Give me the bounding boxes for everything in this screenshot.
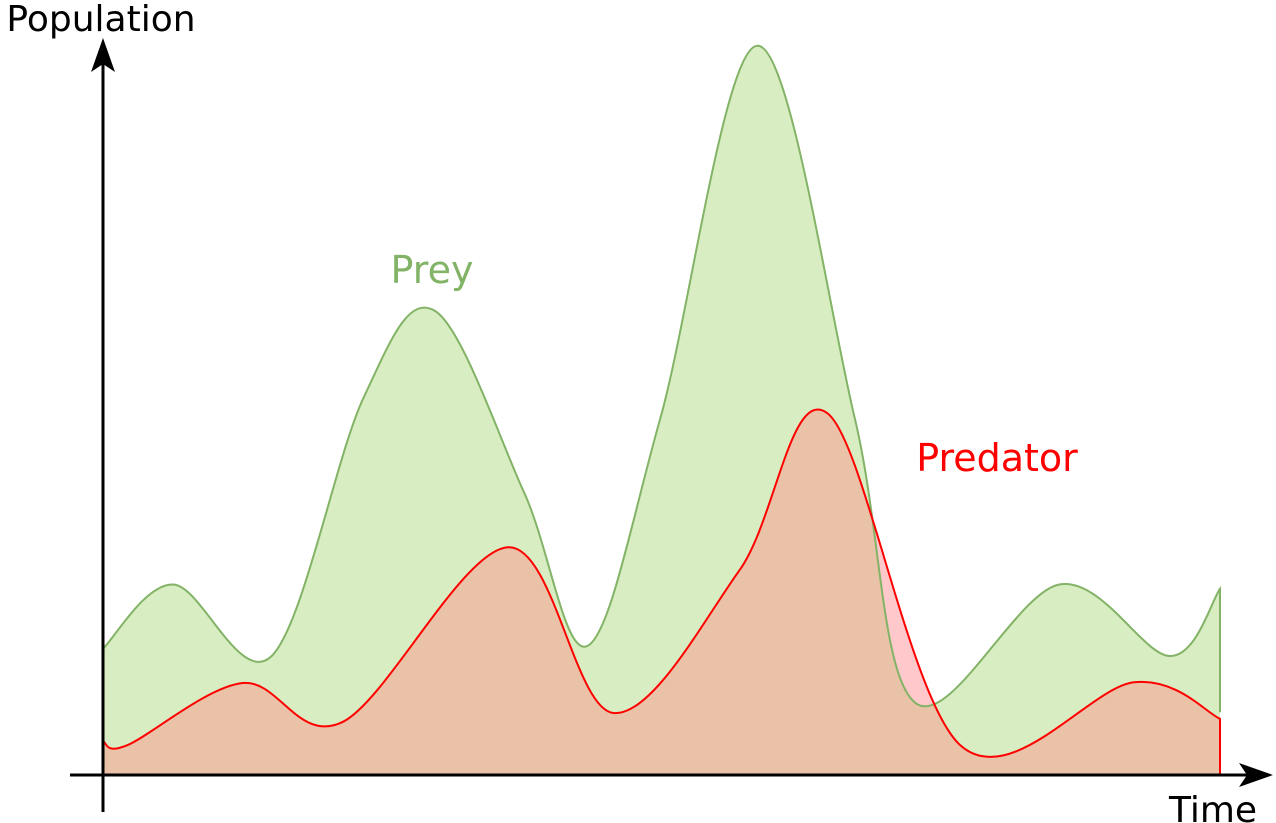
y-axis [91, 38, 115, 812]
predator-line [102, 408, 1221, 775]
prey-area [103, 45, 1220, 775]
prey-line [102, 44, 1221, 713]
y-axis-label: Population [6, 0, 195, 40]
predator-label: Predator [916, 436, 1078, 480]
overlap-area [103, 409, 1220, 775]
x-axis [70, 763, 1273, 787]
prey-label: Prey [391, 248, 474, 292]
x-axis-label: Time [1168, 790, 1257, 823]
